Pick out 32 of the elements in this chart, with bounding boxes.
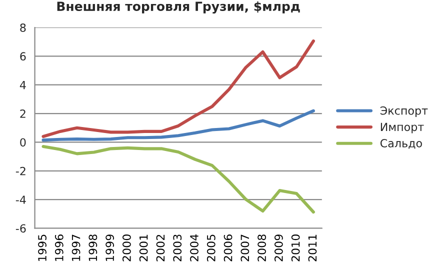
x-tick-label: 2005 (206, 234, 216, 262)
line-series (42, 109, 315, 142)
line-series (42, 144, 315, 214)
x-tick-label: 1996 (54, 234, 64, 261)
x-tick-label: 1999 (106, 234, 114, 261)
legend-label: Импорт (380, 122, 424, 134)
y-tick-label: 2 (20, 110, 26, 118)
legend-label: Экспорт (380, 106, 428, 117)
x-tick-label: 1995 (38, 234, 46, 261)
y-tick-label: 4 (20, 80, 26, 90)
y-tick-label: -6 (16, 224, 26, 233)
x-tick-label: 2006 (224, 234, 232, 262)
x-tick-label: 2007 (240, 234, 250, 262)
y-tick-label: 8 (20, 23, 26, 32)
x-tick-label: 2010 (291, 234, 300, 262)
y-tick-label: -2 (16, 166, 26, 176)
x-tick-label: 2004 (190, 234, 198, 262)
x-tick-label: 2011 (308, 234, 317, 262)
x-tick-label: 1997 (72, 234, 80, 261)
y-tick-label: -4 (16, 196, 26, 204)
x-tick-label: 2009 (274, 234, 283, 262)
x-tick-label: 2008 (258, 234, 266, 262)
line-series (42, 39, 315, 138)
chart-title: Внешняя торговля Грузии, $млрд (57, 1, 300, 14)
x-tick-label: 1998 (88, 234, 98, 261)
x-tick-label: 2002 (156, 234, 165, 262)
x-tick-label: 2003 (173, 234, 182, 262)
y-tick-label: 0 (20, 138, 26, 147)
x-tick-label: 2001 (139, 234, 148, 262)
x-tick-label: 2000 (122, 234, 131, 262)
y-tick-label: 6 (20, 52, 26, 61)
legend-label: Сальдо (380, 139, 422, 149)
